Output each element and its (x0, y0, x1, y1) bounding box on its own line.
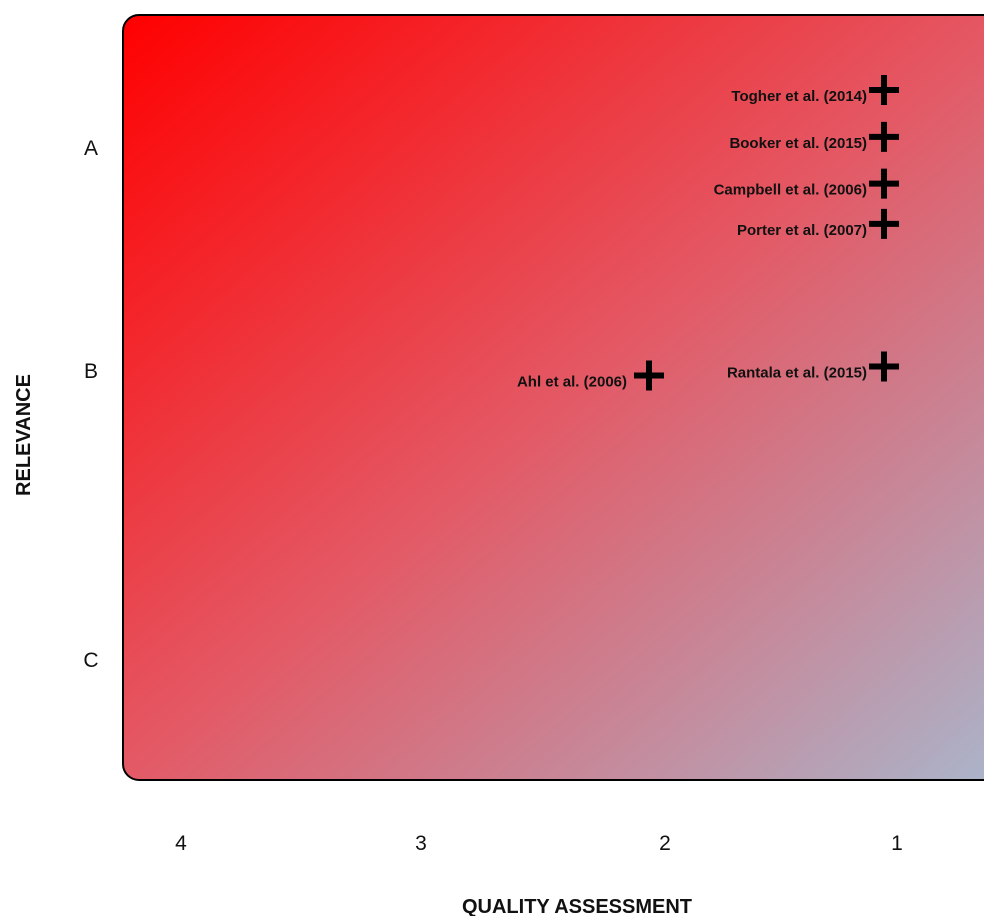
point-label: Togher et al. (2014) (731, 88, 867, 105)
point-booker-et-al-2015: Booker et al. (2015) (729, 121, 899, 152)
x-tick-label-3: 3 (415, 832, 427, 855)
point-label: Porter et al. (2007) (737, 222, 867, 239)
x-tick-label-1: 1 (891, 832, 903, 855)
x-tick-label-2: 2 (659, 832, 671, 855)
plus-marker-icon (869, 351, 899, 382)
point-rantala-et-al-2015: Rantala et al. (2015) (727, 351, 899, 382)
data-points: Togher et al. (2014) Booker et al. (2015)… (517, 75, 899, 391)
y-tick-label-a: A (84, 137, 98, 160)
point-label: Campbell et al. (2006) (714, 182, 867, 199)
point-togher-et-al-2014: Togher et al. (2014) (731, 75, 899, 106)
plus-marker-icon (869, 208, 899, 239)
x-axis-title: QUALITY ASSESSMENT (462, 896, 692, 916)
plot-area (122, 14, 984, 781)
x-axis-ticks: 4 3 2 1 (175, 832, 903, 855)
y-axis-title: RELEVANCE (13, 374, 35, 496)
point-porter-et-al-2007: Porter et al. (2007) (737, 208, 899, 239)
plus-marker-icon (869, 121, 899, 152)
y-tick-label-c: C (83, 649, 98, 672)
point-label: Rantala et al. (2015) (727, 365, 867, 382)
point-ahl-et-al-2006: Ahl et al. (2006) (517, 360, 664, 391)
y-tick-label-b: B (84, 360, 98, 383)
plus-marker-icon (634, 360, 664, 391)
x-tick-label-4: 4 (175, 832, 187, 855)
point-label: Booker et al. (2015) (729, 135, 867, 152)
point-label: Ahl et al. (2006) (517, 373, 627, 390)
point-campbell-et-al-2006: Campbell et al. (2006) (714, 168, 899, 199)
plus-marker-icon (869, 168, 899, 199)
plus-marker-icon (869, 75, 899, 106)
y-axis-ticks: A B C (83, 137, 98, 672)
